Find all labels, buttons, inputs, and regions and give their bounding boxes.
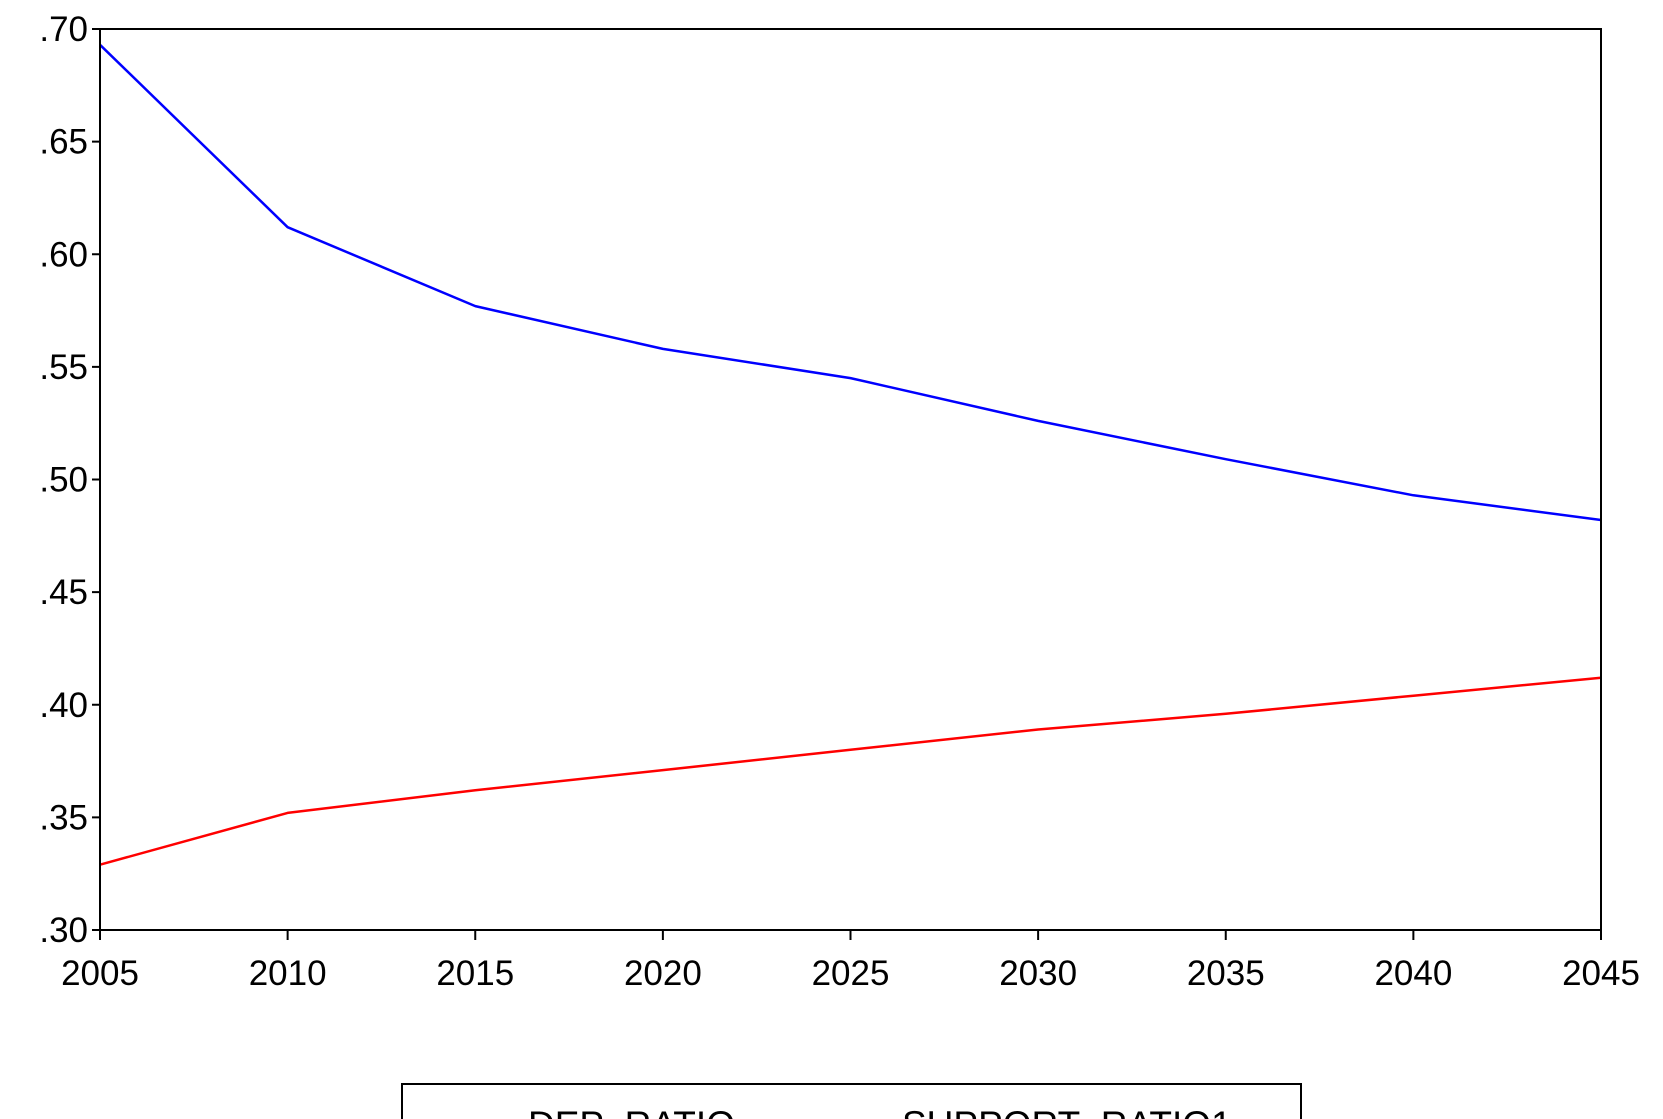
x-tick-label: 2025 — [812, 954, 890, 993]
x-axis: 2005 2010 2015 2020 2025 2030 2035 2040 2045 — [61, 930, 1640, 993]
x-tick-label: 2040 — [1374, 954, 1452, 993]
plot-series — [99, 43, 1602, 866]
y-tick-label: .55 — [39, 348, 88, 387]
x-tick-label: 2020 — [624, 954, 702, 993]
y-tick-label: .35 — [39, 798, 88, 837]
y-tick-label: .70 — [39, 10, 88, 49]
y-tick-label: .40 — [39, 686, 88, 725]
series-line-dep-ratio — [99, 43, 1602, 522]
plot-frame — [99, 28, 1602, 931]
x-tick-label: 2010 — [249, 954, 327, 993]
y-tick-label: .45 — [39, 573, 88, 612]
y-axis: .30 .35 .40 .45 .50 .55 .60 .65 .70 — [39, 10, 100, 950]
legend: DEP_RATIO SUPPORT_RATIO1 — [401, 1083, 1302, 1119]
x-tick-label: 2045 — [1562, 954, 1640, 993]
series-line-support-ratio1 — [99, 676, 1602, 866]
x-tick-label: 2035 — [1187, 954, 1265, 993]
legend-label-support-ratio1: SUPPORT_RATIO1 — [902, 1104, 1232, 1119]
y-tick-label: .65 — [39, 123, 88, 162]
legend-label-dep-ratio: DEP_RATIO — [528, 1104, 735, 1119]
legend-box — [401, 1083, 1302, 1119]
y-tick-label: .30 — [39, 911, 88, 950]
y-tick-label: .50 — [39, 461, 88, 500]
x-tick-label: 2015 — [436, 954, 514, 993]
y-tick-label: .60 — [39, 235, 88, 274]
x-tick-label: 2030 — [999, 954, 1077, 993]
x-tick-label: 2005 — [61, 954, 139, 993]
